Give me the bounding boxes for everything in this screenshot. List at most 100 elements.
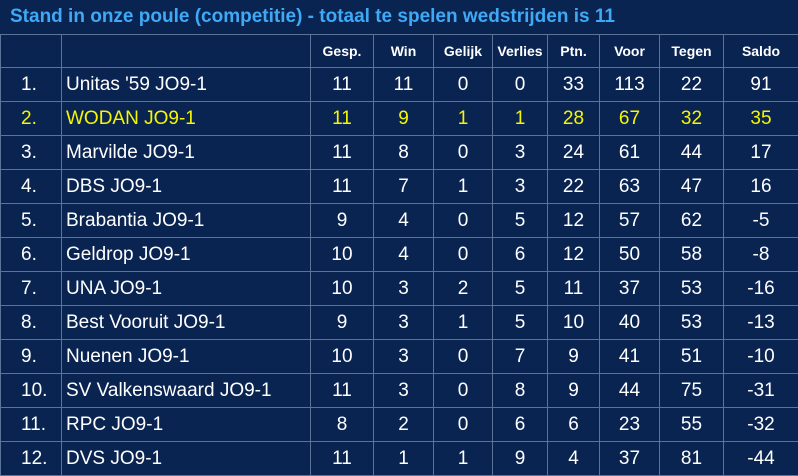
position-cell: 4. [1, 170, 62, 204]
loss-cell: 5 [493, 204, 548, 238]
played-cell: 9 [311, 204, 374, 238]
points-cell: 24 [548, 136, 600, 170]
draw-cell: 1 [434, 170, 493, 204]
loss-cell: 9 [493, 442, 548, 476]
goals-for-cell: 63 [600, 170, 660, 204]
goals-for-cell: 40 [600, 306, 660, 340]
team-name-cell: Best Vooruit JO9-1 [62, 306, 311, 340]
points-cell: 10 [548, 306, 600, 340]
header-goals-for: Voor [600, 35, 660, 68]
goal-difference-cell: -13 [724, 306, 798, 340]
goals-for-cell: 113 [600, 68, 660, 102]
header-loss: Verlies [493, 35, 548, 68]
goal-difference-cell: -16 [724, 272, 798, 306]
goal-difference-cell: 35 [724, 102, 798, 136]
points-cell: 9 [548, 340, 600, 374]
points-cell: 6 [548, 408, 600, 442]
goals-against-cell: 81 [660, 442, 724, 476]
points-cell: 33 [548, 68, 600, 102]
goal-difference-cell: 91 [724, 68, 798, 102]
position-cell: 5. [1, 204, 62, 238]
loss-cell: 7 [493, 340, 548, 374]
draw-cell: 1 [434, 306, 493, 340]
win-cell: 9 [374, 102, 434, 136]
page-title: Stand in onze poule (competitie) - totaa… [0, 0, 798, 34]
team-name-cell: Unitas '59 JO9-1 [62, 68, 311, 102]
team-name-cell: Brabantia JO9-1 [62, 204, 311, 238]
draw-cell: 0 [434, 238, 493, 272]
goals-for-cell: 61 [600, 136, 660, 170]
win-cell: 4 [374, 204, 434, 238]
points-cell: 12 [548, 238, 600, 272]
header-points: Ptn. [548, 35, 600, 68]
position-cell: 9. [1, 340, 62, 374]
loss-cell: 8 [493, 374, 548, 408]
win-cell: 3 [374, 306, 434, 340]
win-cell: 3 [374, 272, 434, 306]
header-team [62, 35, 311, 68]
loss-cell: 6 [493, 408, 548, 442]
team-name-cell: Marvilde JO9-1 [62, 136, 311, 170]
header-goals-against: Tegen [660, 35, 724, 68]
header-position [1, 35, 62, 68]
position-cell: 11. [1, 408, 62, 442]
played-cell: 11 [311, 374, 374, 408]
goals-against-cell: 53 [660, 272, 724, 306]
goal-difference-cell: -44 [724, 442, 798, 476]
goals-against-cell: 75 [660, 374, 724, 408]
goals-against-cell: 32 [660, 102, 724, 136]
team-name-cell: DVS JO9-1 [62, 442, 311, 476]
goal-difference-cell: -5 [724, 204, 798, 238]
win-cell: 11 [374, 68, 434, 102]
draw-cell: 0 [434, 68, 493, 102]
goals-for-cell: 37 [600, 272, 660, 306]
played-cell: 10 [311, 272, 374, 306]
draw-cell: 1 [434, 442, 493, 476]
win-cell: 7 [374, 170, 434, 204]
goals-for-cell: 41 [600, 340, 660, 374]
goal-difference-cell: 16 [724, 170, 798, 204]
position-cell: 2. [1, 102, 62, 136]
draw-cell: 0 [434, 204, 493, 238]
goals-against-cell: 47 [660, 170, 724, 204]
position-cell: 6. [1, 238, 62, 272]
goals-against-cell: 22 [660, 68, 724, 102]
win-cell: 4 [374, 238, 434, 272]
goals-for-cell: 50 [600, 238, 660, 272]
win-cell: 2 [374, 408, 434, 442]
draw-cell: 0 [434, 136, 493, 170]
team-name-cell: Geldrop JO9-1 [62, 238, 311, 272]
position-cell: 12. [1, 442, 62, 476]
goal-difference-cell: 17 [724, 136, 798, 170]
played-cell: 11 [311, 102, 374, 136]
draw-cell: 0 [434, 374, 493, 408]
loss-cell: 5 [493, 306, 548, 340]
goals-against-cell: 51 [660, 340, 724, 374]
win-cell: 1 [374, 442, 434, 476]
points-cell: 22 [548, 170, 600, 204]
position-cell: 8. [1, 306, 62, 340]
position-cell: 10. [1, 374, 62, 408]
goal-difference-cell: -32 [724, 408, 798, 442]
win-cell: 3 [374, 374, 434, 408]
loss-cell: 5 [493, 272, 548, 306]
win-cell: 3 [374, 340, 434, 374]
header-played: Gesp. [311, 35, 374, 68]
header-draw: Gelijk [434, 35, 493, 68]
loss-cell: 6 [493, 238, 548, 272]
played-cell: 11 [311, 442, 374, 476]
goal-difference-cell: -8 [724, 238, 798, 272]
goals-against-cell: 58 [660, 238, 724, 272]
goals-for-cell: 67 [600, 102, 660, 136]
position-cell: 1. [1, 68, 62, 102]
loss-cell: 1 [493, 102, 548, 136]
